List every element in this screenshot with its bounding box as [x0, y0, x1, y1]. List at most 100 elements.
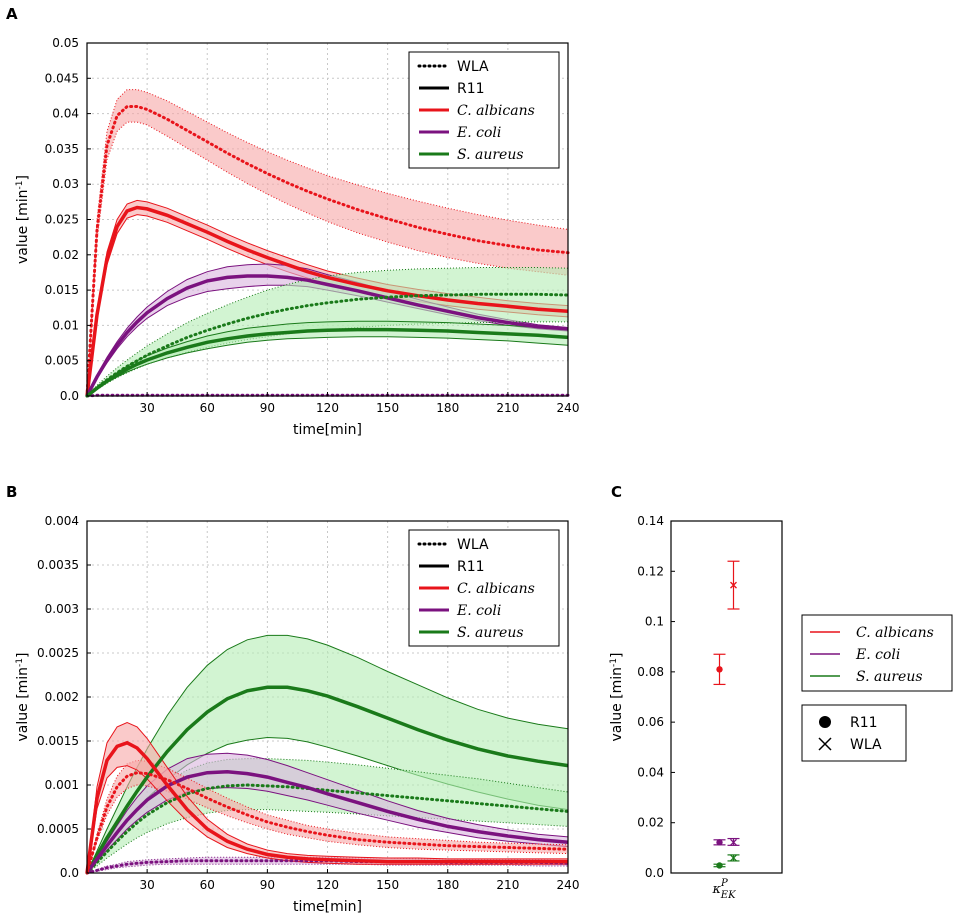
legend-marker-r11: [819, 716, 831, 728]
band-edge-e-coli-r11-upper: [86, 752, 569, 874]
y-tick-label: 0.1: [645, 615, 664, 629]
x-tick-label: 240: [557, 878, 580, 892]
band-edge-e-coli-r11-lower: [86, 787, 569, 874]
series-e-coli-wla: [85, 393, 570, 398]
y-axis-label: value [min-1]: [15, 175, 31, 264]
legend-label-wla: WLA: [457, 59, 489, 75]
x-tick-label: 180: [436, 401, 459, 415]
x-axis-label: time[min]: [293, 899, 362, 915]
legend-label-c-albicans: C. albicans: [457, 581, 535, 597]
x-tick-label: 60: [200, 878, 215, 892]
series-e-coli-r11: [85, 274, 569, 397]
legend-label-s-aureus: S. aureus: [457, 147, 524, 163]
legend-label-wla: WLA: [457, 537, 489, 553]
legend-marker-wla: [818, 737, 832, 751]
band-c-albicans-wla: [87, 89, 568, 396]
y-tick-label: 0.04: [637, 765, 664, 779]
y-tick-label: 0.03: [52, 177, 79, 191]
panel-letter-a: A: [6, 5, 18, 23]
y-tick-label: 0.02: [637, 816, 664, 830]
series-s-aureus-wla: [85, 292, 570, 398]
legend-label-e-coli: E. coli: [456, 603, 501, 619]
band-edge-s-aureus-r11-lower: [86, 336, 569, 397]
y-tick-label: 0.0: [60, 389, 79, 403]
y-tick-label: 0.05: [52, 36, 79, 50]
y-tick-label: 0.14: [637, 514, 664, 528]
series-c-albicans-wla: [85, 105, 570, 398]
legend-label-r11: R11: [457, 81, 485, 97]
y-axis-label: value [min-1]: [609, 652, 625, 741]
legend-label-c-albicans: C. albicans: [856, 625, 934, 641]
legend-label-e-coli: E. coli: [456, 125, 501, 141]
band-edge-s-aureus-r11-upper: [86, 634, 569, 874]
x-tick-label: 150: [376, 878, 399, 892]
y-tick-label: 0.0005: [37, 822, 79, 836]
band-edge-s-aureus-r11-upper: [86, 320, 569, 397]
y-tick-label: 0.025: [45, 213, 79, 227]
chart-a: 30 60 90 120 150 180 210 240 0.0 0.005 0.01 0.015 0.…: [15, 36, 579, 438]
y-axis-label: value [min-1]: [15, 652, 31, 741]
legend-label-r11: R11: [850, 715, 878, 731]
y-tick-label: 0.0035: [37, 558, 79, 572]
y-tick-label: 0.0015: [37, 734, 79, 748]
x-tick-label: 30: [139, 401, 154, 415]
series-s-aureus-r11: [85, 685, 569, 874]
series-c-albicans-r11: [85, 740, 568, 874]
x-axis-label: time[min]: [293, 422, 362, 438]
y-tick-label: 0.015: [45, 283, 79, 297]
band-edge-e-coli-wla-lower: [86, 863, 568, 874]
band-c-albicans-r11: [87, 722, 568, 873]
y-tick-label: 0.035: [45, 142, 79, 156]
series-s-aureus-r11: [85, 327, 569, 398]
legend-label-wla: WLA: [850, 737, 882, 753]
x-category-label: κP EK: [712, 878, 737, 901]
chart-c: 0.0 0.02 0.04 0.06 0.08 0.1 0.12 0.14 value [min…: [609, 514, 953, 901]
x-tick-label: 180: [436, 878, 459, 892]
series-e-coli-r11: [85, 770, 569, 875]
x-tick-label: 30: [139, 878, 154, 892]
y-tick-label: 0.04: [52, 107, 79, 121]
legend-label-s-aureus: S. aureus: [856, 669, 923, 685]
y-tick-label: 0.0025: [37, 646, 79, 660]
marker-c-albicans-r11: [716, 666, 723, 673]
band-edge-c-albicans-wla-upper: [86, 89, 569, 397]
y-tick-label: 0.004: [45, 514, 79, 528]
band-edge-s-aureus-wla-upper: [86, 267, 569, 397]
band-e-coli-r11: [87, 753, 568, 873]
series-s-aureus-wla: [85, 783, 570, 875]
y-tick-label: 0.003: [45, 602, 79, 616]
y-tick-label: 0.01: [52, 318, 79, 332]
x-tick-label: 210: [496, 401, 519, 415]
x-tick-label: 90: [260, 878, 275, 892]
legend-label-c-albicans: C. albicans: [457, 103, 535, 119]
x-tick-label: 120: [316, 878, 339, 892]
y-tick-label: 0.001: [45, 778, 79, 792]
legend-species-box: [801, 614, 953, 692]
band-s-aureus-r11: [87, 321, 568, 396]
y-tick-label: 0.045: [45, 71, 79, 85]
y-tick-label: 0.12: [637, 564, 664, 578]
panel-letter-b: B: [6, 483, 17, 501]
x-tick-label: 120: [316, 401, 339, 415]
x-tick-label: 210: [496, 878, 519, 892]
series-c-albicans-r11: [85, 205, 569, 397]
legend-label-s-aureus: S. aureus: [457, 625, 524, 641]
y-tick-label: 0.0: [645, 866, 664, 880]
x-tick-label: 150: [376, 401, 399, 415]
x-tick-label: 90: [260, 401, 275, 415]
legend-label-e-coli: E. coli: [855, 647, 900, 663]
y-tick-label: 0.002: [45, 690, 79, 704]
marker-s-aureus-wla: [730, 854, 737, 862]
y-tick-label: 0.0: [60, 866, 79, 880]
band-s-aureus-r11: [87, 635, 568, 873]
y-tick-label: 0.08: [637, 665, 664, 679]
panel-letter-c: C: [611, 483, 622, 501]
y-tick-label: 0.06: [637, 715, 664, 729]
y-tick-label: 0.02: [52, 248, 79, 262]
chart-b: 30 60 90 120 150 180 210 240 0.0 0.0005 0.001 0.001…: [15, 514, 579, 915]
band-edge-c-albicans-r11-upper: [86, 721, 568, 874]
marker-e-coli-r11: [716, 839, 723, 846]
x-tick-label: 60: [200, 401, 215, 415]
marker-e-coli-wla: [730, 838, 737, 846]
